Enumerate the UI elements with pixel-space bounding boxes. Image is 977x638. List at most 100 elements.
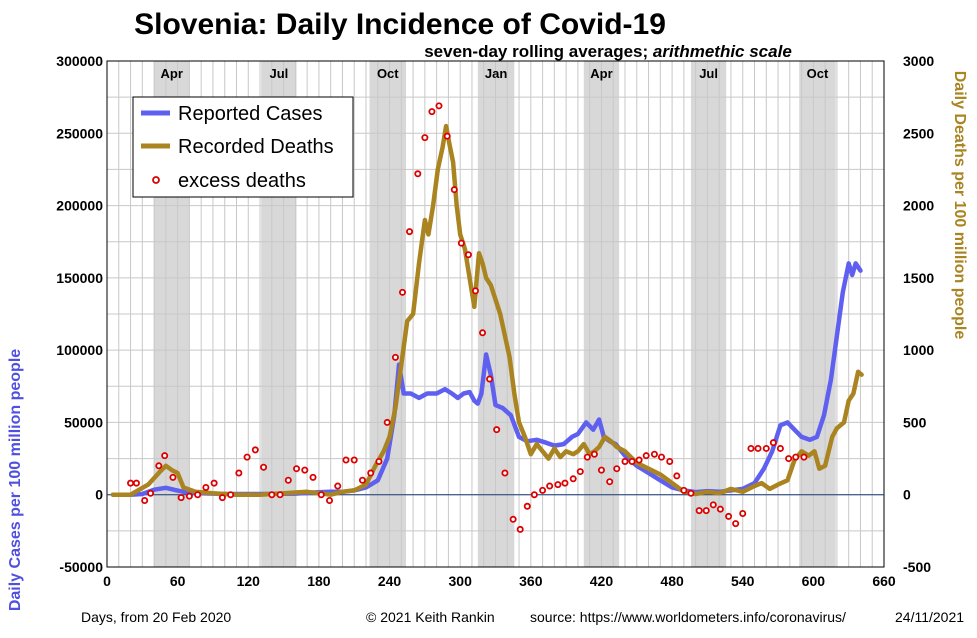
y-right-tick-label: 1000 (903, 342, 934, 358)
excess-death-point (132, 479, 140, 487)
x-tick-label: 240 (378, 573, 402, 589)
excess-death-point (471, 287, 479, 295)
excess-death-point (169, 473, 177, 481)
excess-death-point (523, 502, 531, 510)
x-tick-label: 420 (590, 573, 614, 589)
excess-death-point (391, 353, 399, 361)
x-tick-label: 540 (731, 573, 755, 589)
excess-death-point (739, 510, 747, 518)
excess-death-point (501, 469, 509, 477)
x-axis-label: Days, from 20 Feb 2020 (81, 609, 231, 625)
chart-title: Slovenia: Daily Incidence of Covid-19 (134, 8, 666, 41)
month-labels: Apr Jul Oct Jan Apr Jul Oct (161, 66, 829, 81)
y-right-axis-label: Daily Deaths per 100 million people (951, 71, 968, 340)
legend: Reported Cases Recorded Deaths excess de… (132, 96, 354, 198)
excess-death-point (709, 501, 717, 509)
excess-death-point (583, 453, 591, 461)
y-right-tick-label: 1500 (903, 270, 934, 286)
x-tick-label: 120 (237, 573, 261, 589)
excess-death-point (613, 465, 621, 473)
excess-death-point (185, 492, 193, 500)
excess-death-point (479, 329, 487, 337)
excess-death-point (406, 228, 414, 236)
excess-death-point (569, 475, 577, 483)
excess-death-point (657, 453, 665, 461)
footer-credit: © 2021 Keith Rankin (366, 609, 495, 625)
legend-excess-swatch (152, 176, 160, 184)
excess-death-point (342, 456, 350, 464)
excess-death-point (383, 418, 391, 426)
month-label: Apr (590, 66, 612, 81)
excess-death-point (509, 515, 517, 523)
x-tick-label: 300 (449, 573, 473, 589)
month-label: Oct (807, 66, 829, 81)
excess-death-point (628, 457, 636, 465)
subtitle-prefix: seven-day rolling averages; (424, 42, 653, 61)
excess-death-point (576, 468, 584, 476)
excess-death-point (635, 456, 643, 464)
x-tick-label: 600 (802, 573, 826, 589)
excess-death-point (530, 491, 538, 499)
month-label: Jan (485, 66, 507, 81)
x-tick-label: 0 (103, 573, 111, 589)
excess-death-point (725, 512, 733, 520)
excess-death-point (606, 478, 614, 486)
deaths-line (110, 123, 864, 497)
excess-death-point (800, 453, 808, 461)
x-tick-label: 660 (872, 573, 896, 589)
excess-death-point (276, 491, 284, 499)
chart-subtitle: seven-day rolling averages; arithmethic … (424, 42, 792, 61)
excess-death-point (486, 375, 494, 383)
y-left-tick-label: -50000 (59, 559, 103, 575)
excess-death-point (375, 457, 383, 465)
y-left-tick-label: 50000 (64, 414, 103, 430)
excess-death-point (243, 453, 251, 461)
y-left-tick-label: 0 (95, 487, 103, 503)
excess-death-point (732, 520, 740, 528)
excess-death-point (334, 482, 342, 490)
legend-deaths-label: Recorded Deaths (178, 136, 334, 158)
x-tick-label: 180 (307, 573, 331, 589)
month-label: Oct (377, 66, 399, 81)
excess-death-point (747, 444, 755, 452)
excess-death-point (561, 479, 569, 487)
excess-death-point (673, 472, 681, 480)
excess-death-point (776, 444, 784, 452)
plot-frame (106, 60, 885, 568)
excess-death-point (457, 239, 465, 247)
excess-death-point (695, 507, 703, 515)
excess-death-point (358, 476, 366, 484)
excess-death-markers (127, 102, 808, 533)
excess-death-point (350, 456, 358, 464)
legend-cases-label: Reported Cases (178, 103, 323, 125)
excess-death-point (754, 444, 762, 452)
excess-death-point (785, 455, 793, 463)
y-left-tick-label: 150000 (56, 270, 103, 286)
excess-death-point (284, 476, 292, 484)
y-left-tick-label: 100000 (56, 342, 103, 358)
excess-death-point (642, 452, 650, 460)
excess-death-point (792, 453, 800, 461)
excess-death-point (428, 108, 436, 116)
excess-death-point (155, 462, 163, 470)
y-left-tick-label: 200000 (56, 198, 103, 214)
excess-death-point (293, 465, 301, 473)
excess-death-point (687, 489, 695, 497)
excess-death-point (421, 134, 429, 142)
excess-death-point (443, 132, 451, 140)
excess-death-point (621, 457, 629, 465)
y-right-tick-label: 2500 (903, 125, 934, 141)
footer-source: source: https://www.worldometers.info/co… (530, 609, 846, 625)
y-right-tick-label: 3000 (903, 53, 934, 69)
excess-death-point (141, 496, 149, 504)
legend-excess-label: excess deaths (178, 170, 306, 192)
excess-death-point (317, 491, 325, 499)
excess-death-point (398, 288, 406, 296)
excess-death-point (539, 486, 547, 494)
excess-death-point (194, 491, 202, 499)
excess-death-point (464, 251, 472, 259)
series (110, 123, 864, 497)
footer-date: 24/11/2021 (895, 609, 964, 625)
